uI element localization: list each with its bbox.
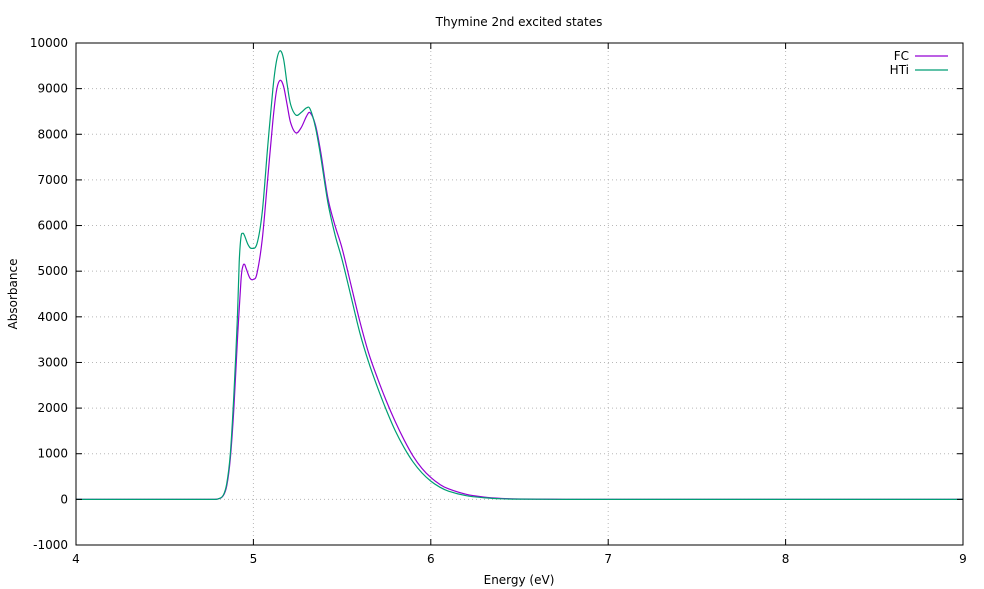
x-axis-tick-labels: 4 5 6 7 8 9 [72,552,967,566]
y-tick-label: 4000 [37,310,68,324]
x-tick-label: 8 [782,552,790,566]
plot-area-border [75,42,964,546]
axis-ticks [75,42,964,546]
y-tick-label: 10000 [30,36,68,50]
y-tick-label: -1000 [33,538,68,552]
chart-title: Thymine 2nd excited states [435,15,603,29]
y-tick-label: 2000 [37,401,68,415]
series-line-fc [76,79,963,500]
y-tick-label: 6000 [37,219,68,233]
y-tick-label: 5000 [37,264,68,278]
series-lines [76,50,963,500]
y-tick-label: 0 [60,492,68,506]
y-tick-label: 7000 [37,173,68,187]
grid [76,43,963,545]
y-axis-label: Absorbance [6,259,20,330]
y-tick-label: 3000 [37,355,68,369]
legend-label-fc: FC [894,49,909,63]
y-tick-label: 1000 [37,447,68,461]
x-tick-label: 7 [604,552,612,566]
x-tick-label: 5 [250,552,258,566]
y-axis-tick-labels: -1000 0 1000 2000 3000 4000 5000 6000 7000 8000 90… [30,36,68,552]
x-axis-label: Energy (eV) [484,573,555,587]
y-tick-label: 8000 [37,127,68,141]
legend-label-hti: HTi [890,63,909,77]
x-tick-label: 6 [427,552,435,566]
x-tick-label: 4 [72,552,80,566]
x-tick-label: 9 [959,552,967,566]
series-line-hti [76,50,963,500]
y-tick-label: 9000 [37,82,68,96]
